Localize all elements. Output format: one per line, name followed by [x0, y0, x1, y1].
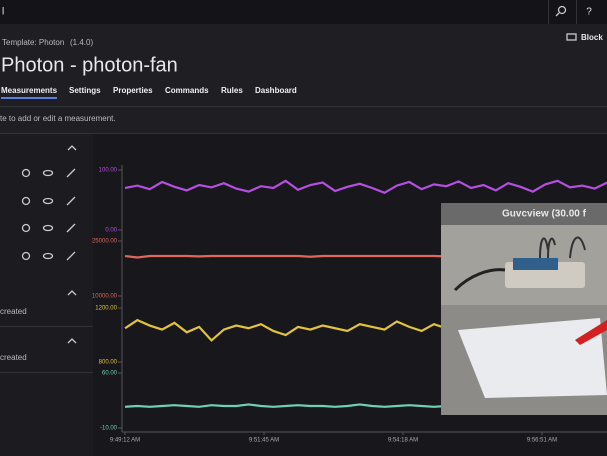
block-icon: [566, 33, 577, 41]
help-button[interactable]: ?: [586, 7, 592, 18]
settings-icon[interactable]: [21, 196, 31, 206]
settings-icon[interactable]: [21, 223, 31, 233]
settings-icon[interactable]: [21, 251, 31, 261]
x-tick-label: 9:51:45 AM: [249, 438, 279, 444]
sidebar-icons: created created: [0, 145, 93, 373]
row-status: created: [0, 353, 27, 362]
visibility-icon[interactable]: [42, 252, 54, 260]
search-button[interactable]: [555, 5, 567, 17]
x-tick-label: 9:56:51 AM: [527, 438, 557, 444]
tab[interactable]: Properties: [113, 86, 153, 95]
divider: [0, 372, 93, 373]
y-tick-label: 10000.00: [92, 294, 118, 300]
active-tab-underline: [1, 97, 57, 99]
collapse-chevron[interactable]: [67, 145, 77, 151]
block-button[interactable]: Block: [581, 33, 603, 42]
divider: [0, 133, 607, 134]
video-cable: [453, 268, 506, 292]
x-tick-label: 9:54:18 AM: [388, 438, 418, 444]
edit-icon[interactable]: [66, 168, 76, 178]
template-label: Template: Photon: [2, 38, 64, 47]
tab[interactable]: Rules: [221, 86, 243, 95]
top-bar: [0, 0, 607, 24]
sidebar: [0, 134, 93, 456]
y-tick-label: 1200.00: [95, 306, 117, 312]
tab[interactable]: Measurements: [1, 86, 58, 95]
series-line: [124, 179, 607, 195]
visibility-icon[interactable]: [42, 169, 54, 177]
y-tick-label: 800.00: [99, 360, 118, 366]
edit-icon[interactable]: [66, 223, 76, 233]
template-version: (1.4.0): [70, 38, 93, 47]
divider: [0, 106, 607, 107]
x-tick-label: 9:49:12 AM: [110, 438, 140, 444]
window-titlebar: [441, 203, 607, 225]
video-wires: [539, 236, 586, 259]
tab[interactable]: Commands: [165, 86, 209, 95]
y-tick-label: 100.00: [99, 168, 118, 174]
visibility-icon[interactable]: [42, 197, 54, 205]
hint-text: te to add or edit a measurement.: [0, 114, 116, 123]
tab[interactable]: Settings: [69, 86, 101, 95]
y-tick-label: 60.00: [102, 371, 118, 377]
video-paper: [458, 318, 607, 398]
y-tick-label: 0.00: [105, 228, 117, 234]
divider: [0, 326, 93, 327]
collapse-chevron[interactable]: [67, 290, 77, 296]
window-title: Guvcview (30.00 f: [502, 209, 587, 220]
divider: [576, 0, 577, 24]
y-tick-label: -10.00: [100, 426, 118, 432]
settings-icon[interactable]: [21, 168, 31, 178]
y-tick-label: 25000.00: [92, 239, 118, 245]
video-overlay: Guvcview (30.00 f: [441, 203, 607, 415]
divider: [548, 0, 549, 24]
row-status: created: [0, 307, 27, 316]
edit-icon[interactable]: [66, 196, 76, 206]
visibility-icon[interactable]: [42, 224, 54, 232]
header: [0, 24, 607, 134]
video-fan: [575, 320, 607, 345]
app-name: l: [2, 7, 4, 18]
device-title: Photon - photon-fan: [1, 54, 178, 76]
collapse-chevron[interactable]: [67, 338, 77, 344]
edit-icon[interactable]: [66, 251, 76, 261]
tab[interactable]: Dashboard: [255, 86, 297, 95]
video-board: [513, 258, 558, 270]
